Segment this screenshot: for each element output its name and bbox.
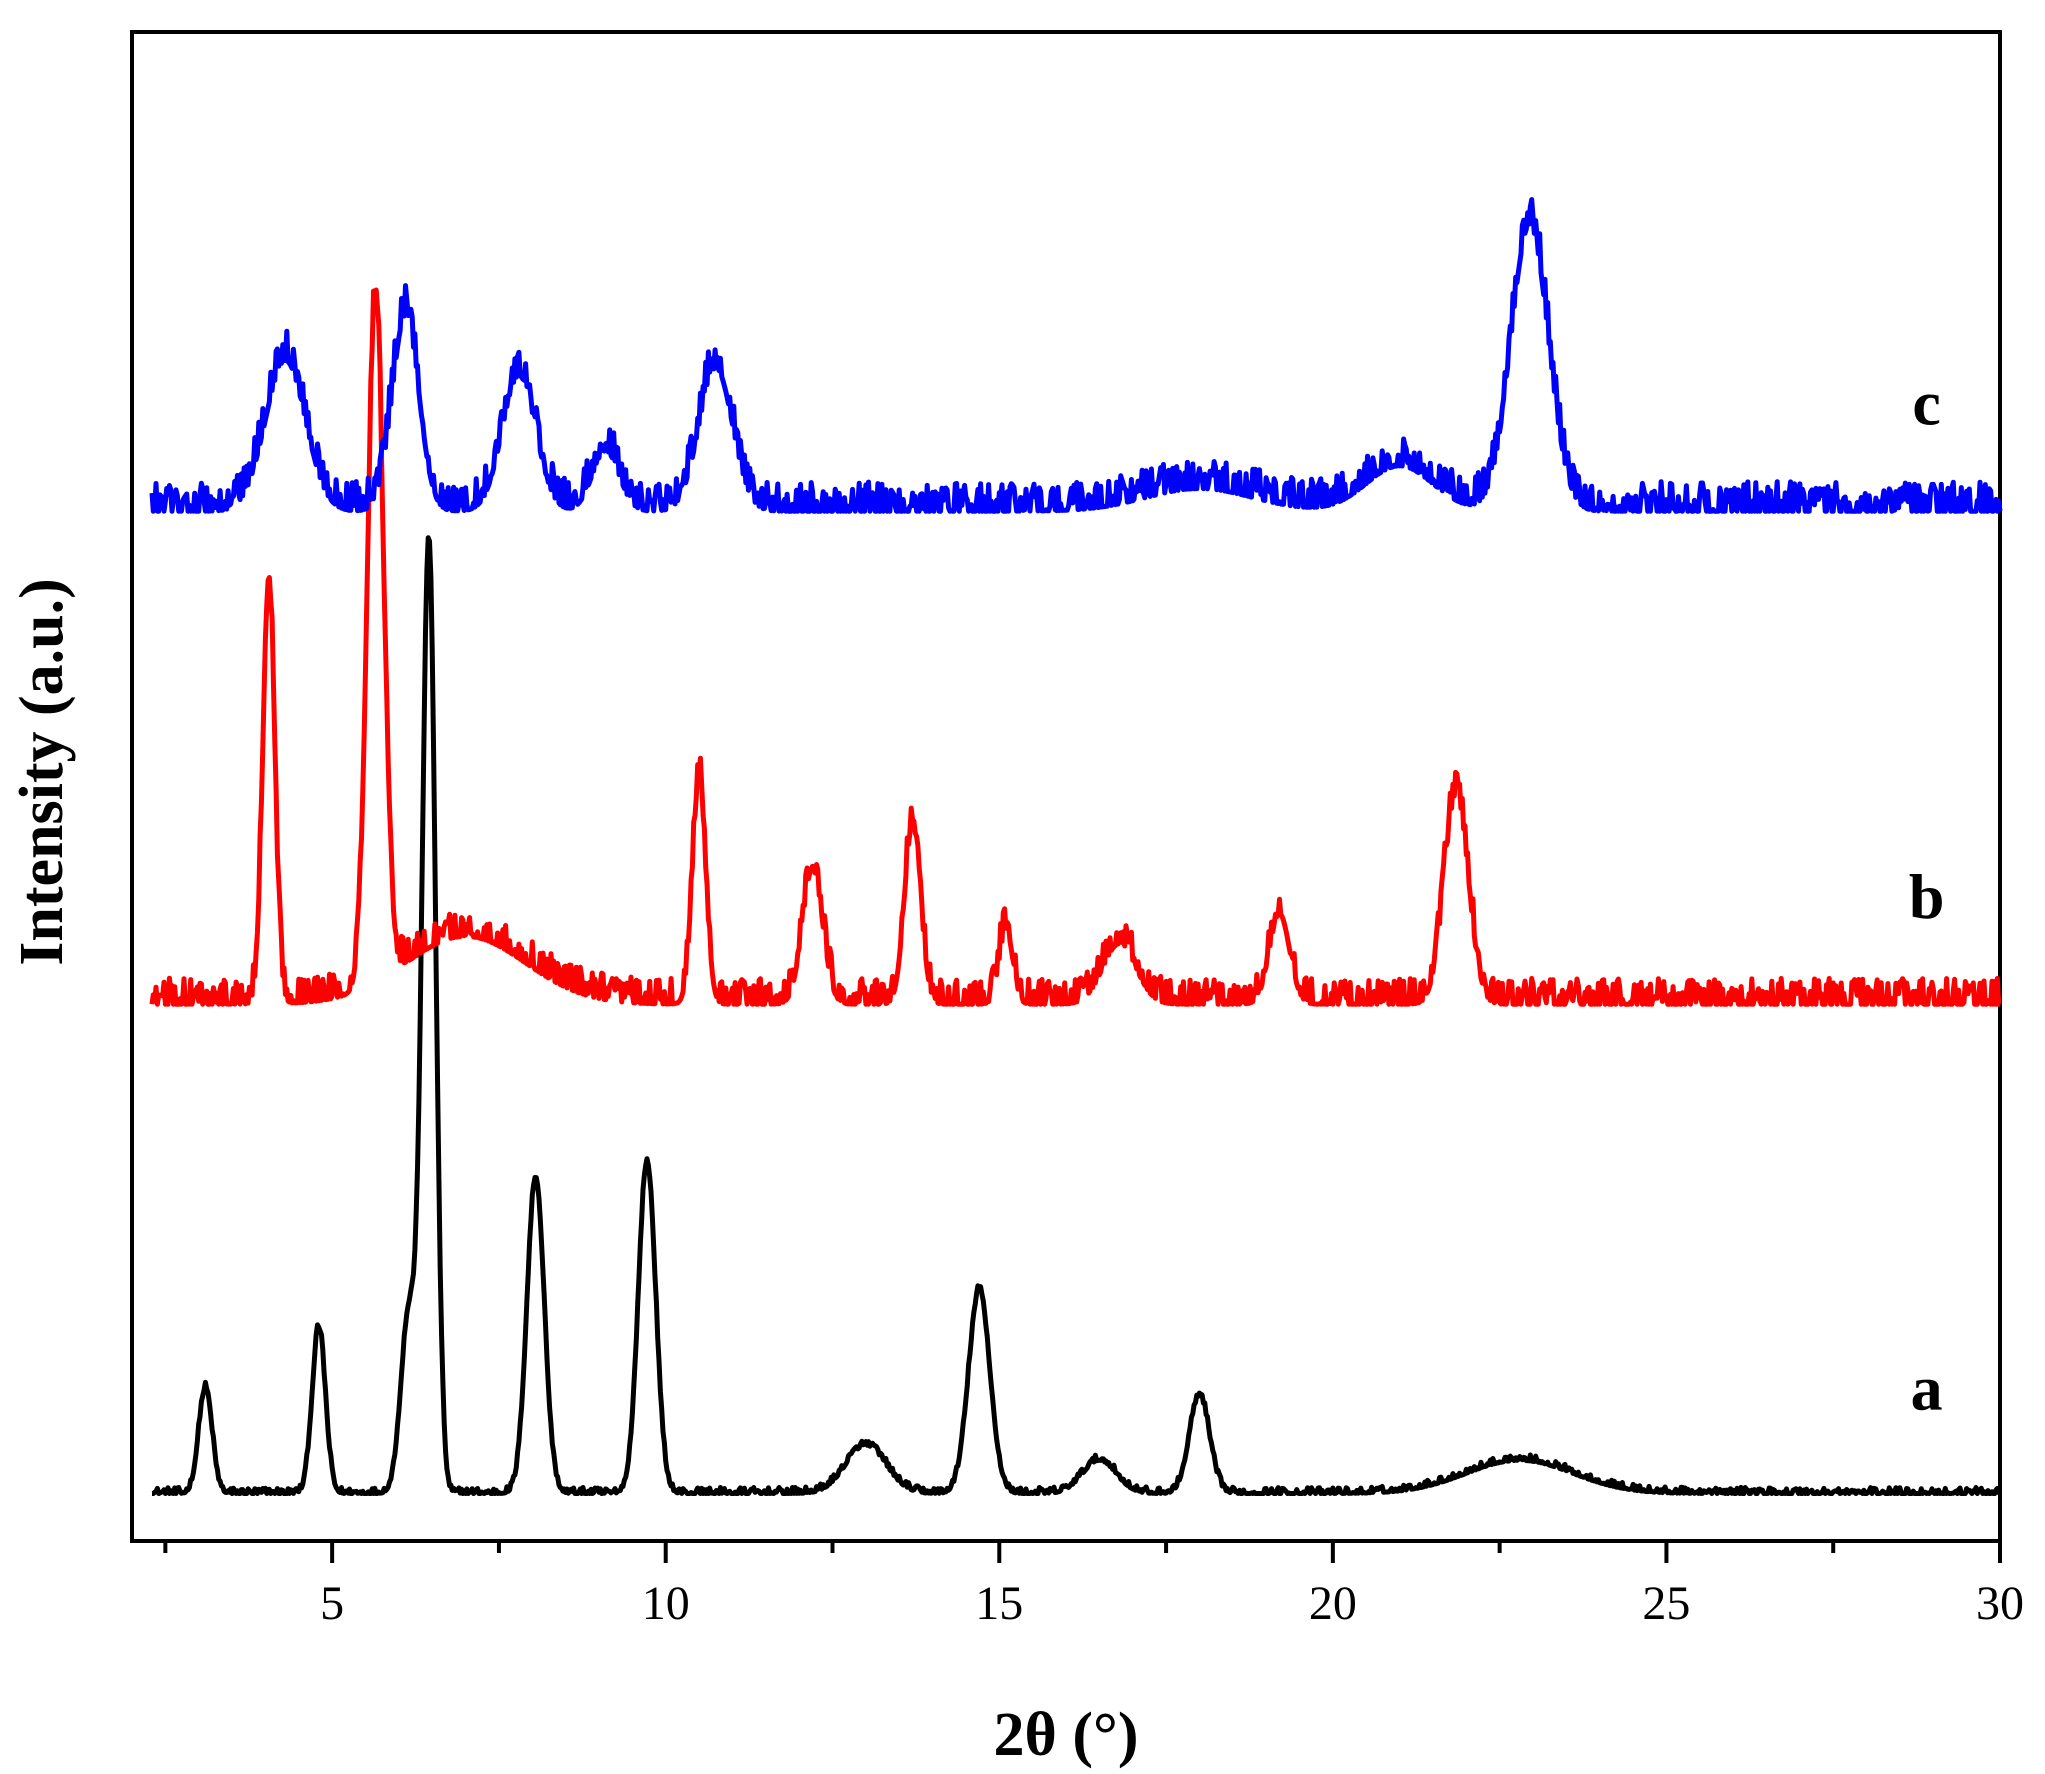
- x-tick-label: 10: [642, 1577, 690, 1630]
- series-layer: [149, 197, 2003, 1496]
- x-axis-title: 2θ (°): [994, 1701, 1139, 1769]
- x-axis-ticks: 5 10 15 20 25 30: [163, 1541, 2024, 1630]
- series-line-c: [149, 197, 2003, 514]
- x-tick-label: 20: [1309, 1577, 1357, 1630]
- x-tick-label: 30: [1976, 1577, 2024, 1630]
- plot-frame: [130, 30, 2002, 1543]
- series-label-c: c: [1912, 367, 1940, 438]
- series-labels: a b c: [1909, 367, 1945, 1423]
- x-tick-label: 15: [975, 1577, 1023, 1630]
- series-line-a: [150, 535, 2002, 1496]
- series-line-b: [149, 287, 2002, 1007]
- series-label-b: b: [1909, 861, 1945, 932]
- x-tick-label: 25: [1642, 1577, 1690, 1630]
- series-label-a: a: [1911, 1353, 1943, 1424]
- x-tick-label: 5: [320, 1577, 344, 1630]
- y-axis-title: Intensity (a.u.): [8, 578, 76, 966]
